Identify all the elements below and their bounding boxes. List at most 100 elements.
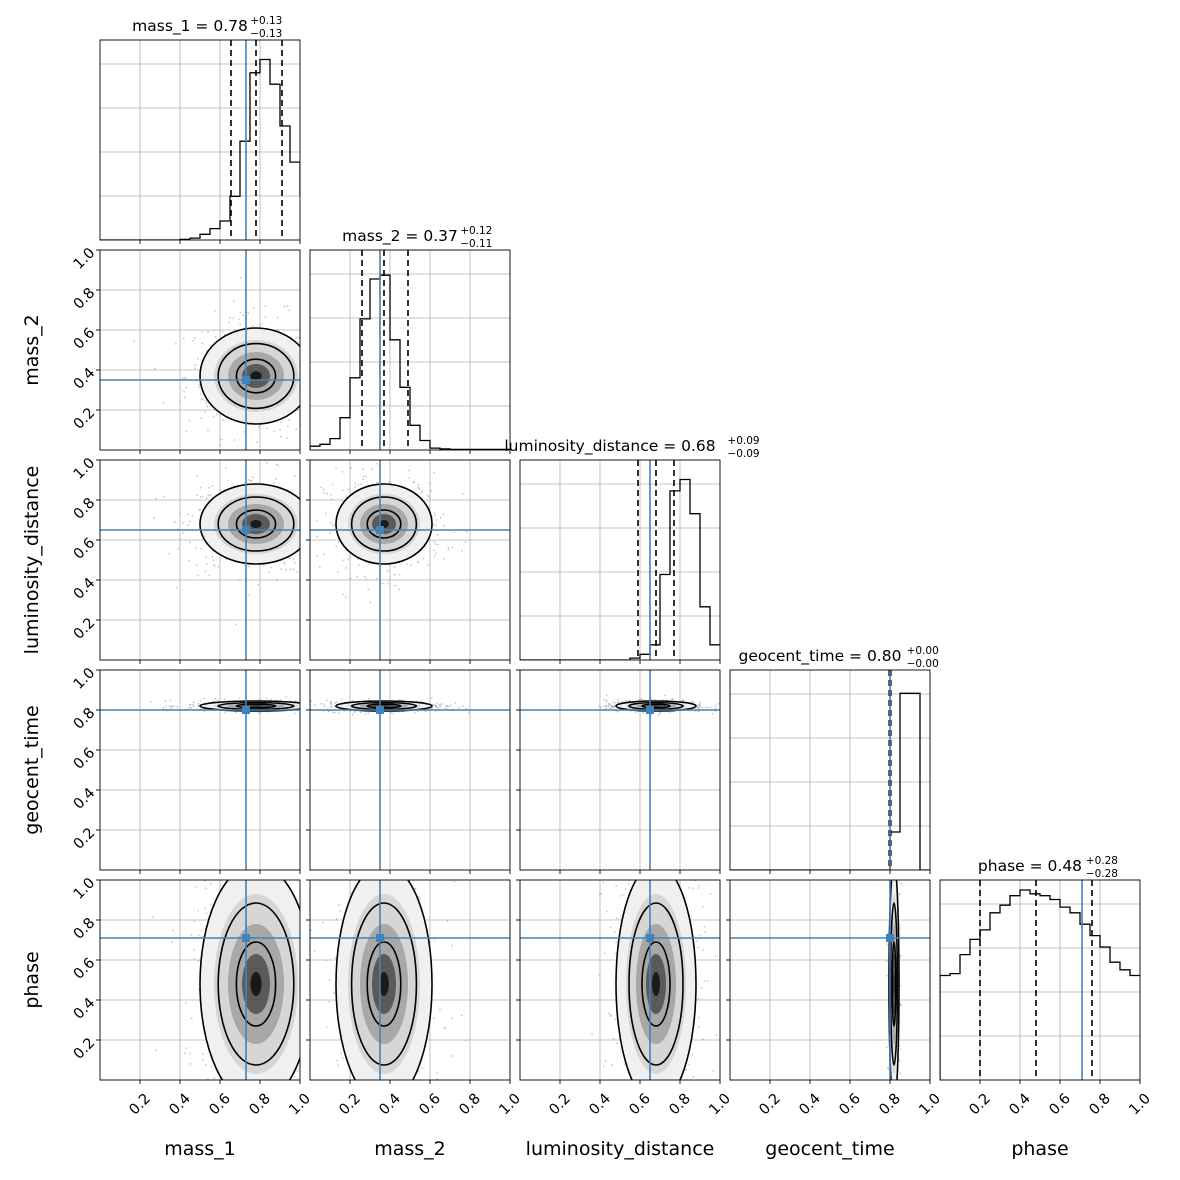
scatter-point — [701, 905, 704, 908]
panel-content — [520, 880, 720, 1080]
truth-marker — [376, 526, 384, 534]
scatter-point — [617, 710, 620, 713]
scatter-point — [277, 329, 280, 331]
scatter-point — [177, 547, 180, 550]
density-contour — [199, 327, 300, 425]
scatter-point — [420, 700, 423, 703]
scatter-point — [900, 882, 903, 885]
scatter-point — [293, 1075, 296, 1078]
scatter-point — [336, 701, 339, 703]
panel-frame — [99, 669, 301, 871]
x-tick-label: 0.4 — [796, 1091, 824, 1119]
scatter-point — [238, 697, 241, 700]
y-tick-label: 0.2 — [71, 405, 99, 433]
scatter-point — [197, 357, 200, 360]
scatter-point — [692, 1076, 695, 1078]
panel-phase-phase: phase = 0.48 +0.28−0.28 0.2 0.4 0.6 0.8 1.0 pha… — [939, 855, 1154, 1160]
scatter-point — [331, 524, 334, 527]
scatter-point — [398, 588, 401, 591]
panel-mass_2-mass_2: mass_2 = 0.37 +0.12−0.11 — [309, 225, 511, 454]
title-plus-phase: +0.28 — [1086, 855, 1118, 867]
scatter-point — [218, 444, 221, 447]
scatter-point — [433, 512, 435, 514]
scatter-point — [201, 342, 204, 345]
scatter-point — [155, 497, 158, 500]
scatter-point — [279, 428, 281, 431]
scatter-point — [285, 696, 288, 699]
scatter-point — [288, 309, 291, 312]
scatter-point — [188, 541, 191, 544]
scatter-point — [442, 513, 445, 516]
scatter-point — [330, 522, 332, 524]
density-contour — [335, 880, 433, 1080]
scatter-point — [199, 699, 202, 702]
scatter-point — [227, 321, 230, 324]
scatter-point — [692, 701, 695, 704]
scatter-point — [253, 307, 255, 310]
scatter-point — [192, 705, 195, 708]
x-tick-label: 1.0 — [286, 1091, 314, 1119]
scatter-point — [171, 929, 174, 932]
scatter-point — [604, 707, 607, 710]
scatter-point — [155, 1049, 157, 1052]
scatter-point — [190, 706, 193, 709]
title-plus-geocent_time: +0.00 — [907, 645, 939, 657]
panel-frame — [309, 669, 511, 871]
scatter-point — [190, 1017, 193, 1020]
scatter-point — [280, 421, 283, 424]
scatter-point — [191, 703, 194, 706]
scatter-point — [451, 1017, 453, 1020]
scatter-point — [702, 949, 705, 952]
scatter-point — [212, 700, 215, 702]
x-axis-label-luminosity_distance: luminosity_distance — [526, 1138, 715, 1160]
scatter-point — [324, 512, 327, 515]
scatter-point — [367, 697, 370, 700]
scatter-point — [340, 698, 343, 701]
scatter-point — [204, 400, 207, 402]
scatter-point — [605, 694, 608, 697]
scatter-point — [417, 561, 419, 563]
scatter-point — [201, 1059, 204, 1062]
scatter-point — [447, 549, 450, 551]
panel-frame — [519, 879, 721, 1081]
panel-content — [730, 670, 930, 870]
scatter-point — [457, 706, 460, 709]
scatter-point — [347, 558, 350, 561]
scatter-point — [447, 546, 450, 549]
scatter-point — [886, 974, 889, 977]
scatter-point — [405, 563, 408, 566]
panel-frame — [309, 879, 511, 1081]
scatter-point — [706, 707, 709, 709]
scatter-point — [185, 430, 188, 433]
panel-content — [100, 880, 300, 1080]
scatter-point — [387, 582, 390, 585]
scatter-point — [214, 697, 217, 700]
density-contour — [235, 941, 277, 1027]
scatter-point — [199, 496, 202, 499]
scatter-point — [182, 522, 185, 524]
scatter-point — [342, 1057, 344, 1059]
scatter-point — [182, 337, 185, 340]
y-tick-label: 0.4 — [71, 995, 99, 1023]
title-mass_1: mass_1 = 0.78 — [132, 17, 248, 36]
scatter-point — [607, 705, 610, 708]
scatter-point — [293, 712, 296, 715]
scatter-point — [276, 579, 279, 581]
scatter-point — [641, 698, 644, 701]
scatter-point — [212, 329, 215, 332]
scatter-point — [435, 552, 438, 555]
scatter-point — [133, 340, 136, 343]
scatter-point — [249, 480, 252, 482]
scatter-point — [360, 711, 362, 714]
scatter-point — [714, 707, 717, 710]
y-axis-label-geocent_time: geocent_time — [21, 705, 43, 834]
scatter-point — [207, 494, 210, 497]
scatter-point — [433, 554, 436, 557]
scatter-point — [183, 396, 186, 399]
scatter-point — [440, 703, 443, 705]
scatter-point — [183, 390, 185, 393]
y-tick-label: 0.2 — [71, 1035, 99, 1063]
scatter-point — [337, 712, 340, 715]
x-tick-label: 0.6 — [206, 1091, 234, 1119]
